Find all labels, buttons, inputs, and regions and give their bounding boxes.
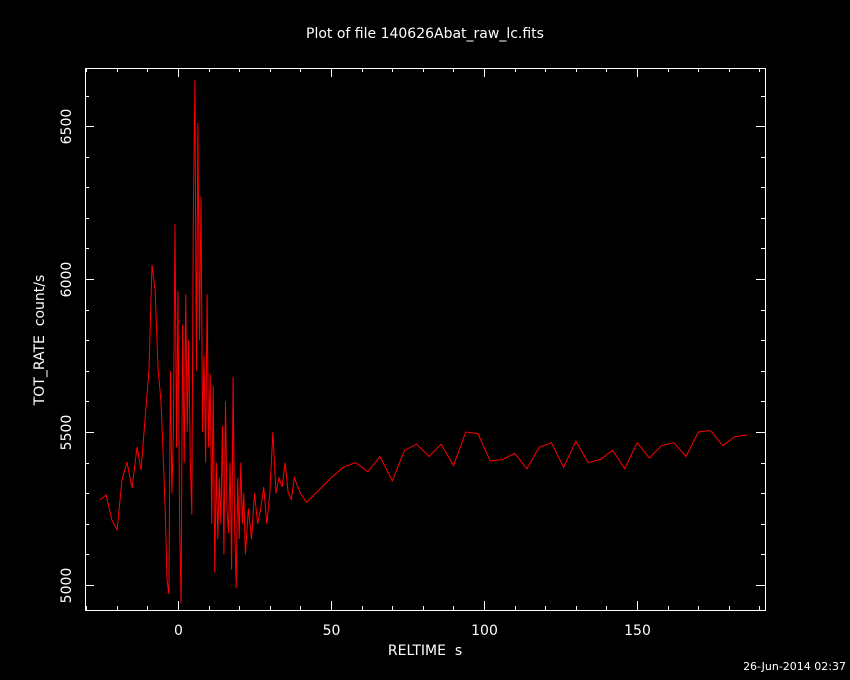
plot-frame	[85, 68, 766, 611]
y-axis-label: TOT_RATE count/s	[32, 275, 48, 407]
x-tick-label: 50	[323, 623, 341, 639]
x-axis-label: RELTIME s	[388, 643, 462, 659]
x-tick-label: 100	[471, 623, 498, 639]
x-tick-label: 150	[624, 623, 651, 639]
y-tick-label: 5000	[59, 568, 75, 604]
y-tick-label: 6500	[59, 109, 75, 145]
y-tick-label: 5500	[59, 415, 75, 451]
timestamp: 26-Jun-2014 02:37	[743, 660, 846, 673]
chart-title: Plot of file 140626Abat_raw_lc.fits	[306, 26, 544, 42]
y-tick-label: 6000	[59, 262, 75, 298]
x-tick-label: 0	[174, 623, 183, 639]
data-line	[99, 80, 748, 604]
